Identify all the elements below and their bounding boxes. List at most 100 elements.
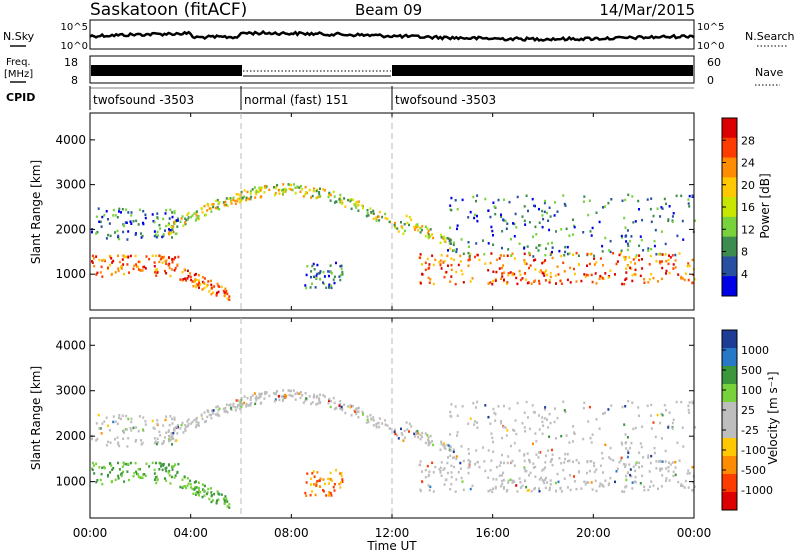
velocity-cell: [609, 457, 612, 461]
velocity-cell: [109, 441, 112, 444]
velocity-cell: [210, 416, 213, 420]
velocity-cell: [114, 478, 117, 481]
velocity-cell: [551, 453, 554, 456]
power-cell: [442, 237, 445, 240]
power-cell: [118, 207, 121, 211]
power-cell: [688, 194, 691, 198]
velocity-cell: [544, 466, 547, 469]
power-cell: [614, 273, 616, 276]
power-cell: [652, 276, 655, 280]
colorbar-swatch: [722, 137, 737, 159]
power-cell: [467, 216, 470, 219]
power-cell: [635, 254, 638, 257]
velocity-cell: [403, 429, 406, 433]
velocity-cell: [304, 399, 307, 402]
velocity-cell: [655, 467, 658, 470]
power-cell: [205, 213, 207, 216]
power-cell: [179, 220, 182, 223]
velocity-cell: [339, 486, 342, 489]
velocity-cell: [468, 465, 471, 469]
velocity-cell: [140, 443, 143, 446]
velocity-cell: [186, 420, 189, 423]
power-cell: [449, 280, 452, 283]
velocity-cell: [260, 392, 263, 396]
power-cell: [288, 183, 291, 187]
velocity-cell: [273, 392, 275, 395]
velocity-cell: [452, 448, 455, 451]
power-cell: [668, 205, 671, 208]
power-cell: [641, 218, 644, 222]
power-cell: [501, 246, 503, 250]
power-cell: [274, 186, 277, 190]
velocity-cell: [130, 417, 133, 421]
power-cell: [604, 205, 606, 208]
velocity-cell: [583, 401, 586, 405]
velocity-cell: [206, 491, 209, 494]
velocity-cell: [190, 422, 193, 425]
power-cell: [190, 278, 193, 282]
velocity-cell: [614, 480, 616, 484]
velocity-cell: [187, 482, 190, 485]
velocity-cell: [544, 406, 547, 409]
velocity-cell: [325, 494, 328, 497]
velocity-cell: [672, 418, 675, 421]
velocity-cell: [467, 422, 470, 426]
power-cell: [127, 255, 130, 258]
power-cell: [117, 234, 120, 238]
power-cell: [255, 189, 258, 192]
power-cell: [243, 195, 246, 198]
power-cell: [424, 261, 427, 265]
velocity-cell: [559, 487, 562, 490]
colorbar-swatch: [722, 402, 737, 421]
velocity-cell: [541, 432, 544, 436]
power-cell: [215, 199, 218, 203]
velocity-cell: [294, 398, 297, 401]
power-cell: [177, 255, 180, 259]
power-cell: [384, 212, 387, 216]
power-cell: [362, 206, 364, 210]
velocity-cell: [577, 461, 580, 465]
velocity-cell: [502, 425, 505, 429]
colorbar-tick-label: 4: [741, 268, 748, 281]
velocity-cell: [548, 488, 551, 492]
power-cell: [291, 188, 294, 192]
velocity-cell: [612, 459, 615, 462]
power-cell: [278, 192, 281, 195]
colorbar-tick-label: -100: [741, 444, 766, 457]
power-cell: [413, 225, 416, 229]
power-cell: [285, 188, 288, 191]
power-cell: [339, 196, 342, 200]
power-cell: [319, 277, 321, 281]
power-cell: [598, 277, 601, 280]
velocity-cell: [586, 471, 588, 475]
power-cell: [144, 213, 147, 216]
power-cell: [523, 205, 526, 208]
velocity-cell: [672, 470, 675, 473]
velocity-cell: [98, 427, 101, 430]
power-cell: [154, 233, 157, 236]
power-cell: [339, 265, 342, 268]
power-cell: [494, 212, 497, 216]
power-cell: [124, 221, 127, 224]
power-cell: [427, 276, 430, 280]
power-cell: [156, 212, 159, 215]
velocity-cell: [663, 404, 666, 407]
velocity-cell: [429, 441, 432, 444]
power-cell: [332, 278, 335, 281]
velocity-cell: [127, 417, 130, 421]
power-cell: [101, 259, 104, 262]
power-cell: [528, 253, 531, 257]
power-cell: [153, 265, 156, 268]
velocity-cell: [101, 482, 104, 486]
cpid-label: CPID: [6, 91, 35, 104]
velocity-cell: [91, 437, 93, 441]
velocity-cell: [228, 506, 231, 509]
velocity-cell: [210, 487, 212, 490]
velocity-cell: [475, 449, 478, 452]
velocity-cell: [255, 399, 258, 402]
velocity-cell: [672, 474, 675, 478]
velocity-cell: [253, 392, 256, 395]
power-cell: [329, 199, 332, 202]
velocity-cell: [225, 497, 228, 501]
power-cell: [137, 223, 140, 226]
